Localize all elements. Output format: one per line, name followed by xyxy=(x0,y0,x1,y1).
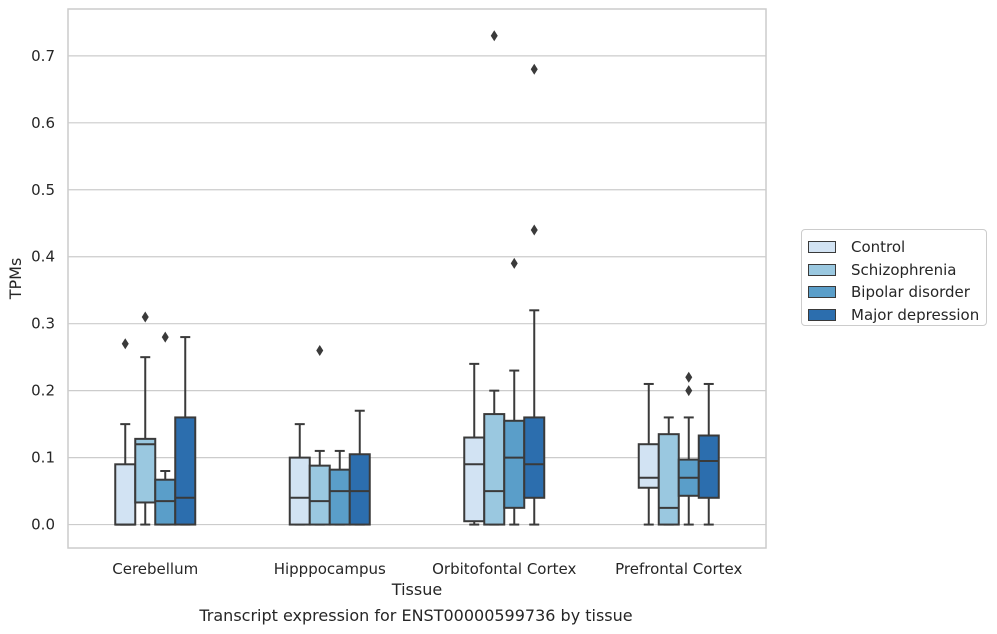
x-tick-label: Orbitofontal Cortex xyxy=(432,560,576,578)
legend-item: Schizophrenia xyxy=(808,259,986,282)
chart-legend: Control Schizophrenia Bipolar disorder Majo… xyxy=(801,229,987,326)
y-tick-label: 0.6 xyxy=(31,114,55,132)
box-bipolar-disorder xyxy=(328,468,351,526)
outlier-marker xyxy=(316,344,324,356)
box-control xyxy=(288,456,311,526)
box-major-depression xyxy=(348,453,371,526)
box-control xyxy=(114,463,137,526)
legend-swatch xyxy=(808,286,836,299)
outlier-marker xyxy=(141,311,149,323)
y-tick-label: 0.2 xyxy=(31,382,55,400)
legend-label: Control xyxy=(851,238,906,257)
outlier-marker xyxy=(530,63,538,75)
box-schizophrenia xyxy=(657,433,680,526)
box-schizophrenia xyxy=(134,437,157,504)
chart-caption: Transcript expression for ENST0000059973… xyxy=(199,606,633,625)
legend-item: Major depression xyxy=(808,304,986,327)
outlier-marker xyxy=(161,331,169,343)
legend-swatch xyxy=(808,241,836,254)
box-major-depression xyxy=(523,416,546,499)
box-bipolar-disorder xyxy=(154,478,177,526)
x-tick-label: Hipppocampus xyxy=(274,560,386,578)
box-control xyxy=(463,436,486,523)
y-tick-label: 0.4 xyxy=(31,248,55,266)
y-tick-label: 0.0 xyxy=(31,516,55,534)
x-tick-label: Cerebellum xyxy=(112,560,198,578)
y-tick-label: 0.1 xyxy=(31,449,55,467)
outlier-marker xyxy=(121,338,129,350)
box-major-depression xyxy=(174,416,197,526)
outlier-marker xyxy=(685,385,693,397)
legend-label: Bipolar disorder xyxy=(851,283,970,302)
box-schizophrenia xyxy=(308,464,331,526)
plot-frame xyxy=(67,8,767,549)
legend-swatch xyxy=(808,263,836,276)
y-axis-label: TPMs xyxy=(6,258,25,301)
box-major-depression xyxy=(697,434,720,499)
y-tick-label: 0.3 xyxy=(31,315,55,333)
box-control xyxy=(637,443,660,489)
outlier-marker xyxy=(510,257,518,269)
legend-item: Control xyxy=(808,236,986,259)
x-axis-label: Tissue xyxy=(391,580,442,599)
legend-item: Bipolar disorder xyxy=(808,281,986,304)
y-tick-label: 0.5 xyxy=(31,181,55,199)
box-schizophrenia xyxy=(483,413,506,526)
x-tick-label: Prefrontal Cortex xyxy=(615,560,742,578)
outlier-marker xyxy=(685,371,693,383)
legend-label: Schizophrenia xyxy=(851,260,957,279)
y-tick-label: 0.7 xyxy=(31,47,55,65)
outlier-marker xyxy=(530,224,538,236)
legend-label: Major depression xyxy=(851,305,980,324)
outlier-marker xyxy=(490,30,498,42)
box-bipolar-disorder xyxy=(503,419,526,509)
legend-swatch xyxy=(808,308,836,321)
